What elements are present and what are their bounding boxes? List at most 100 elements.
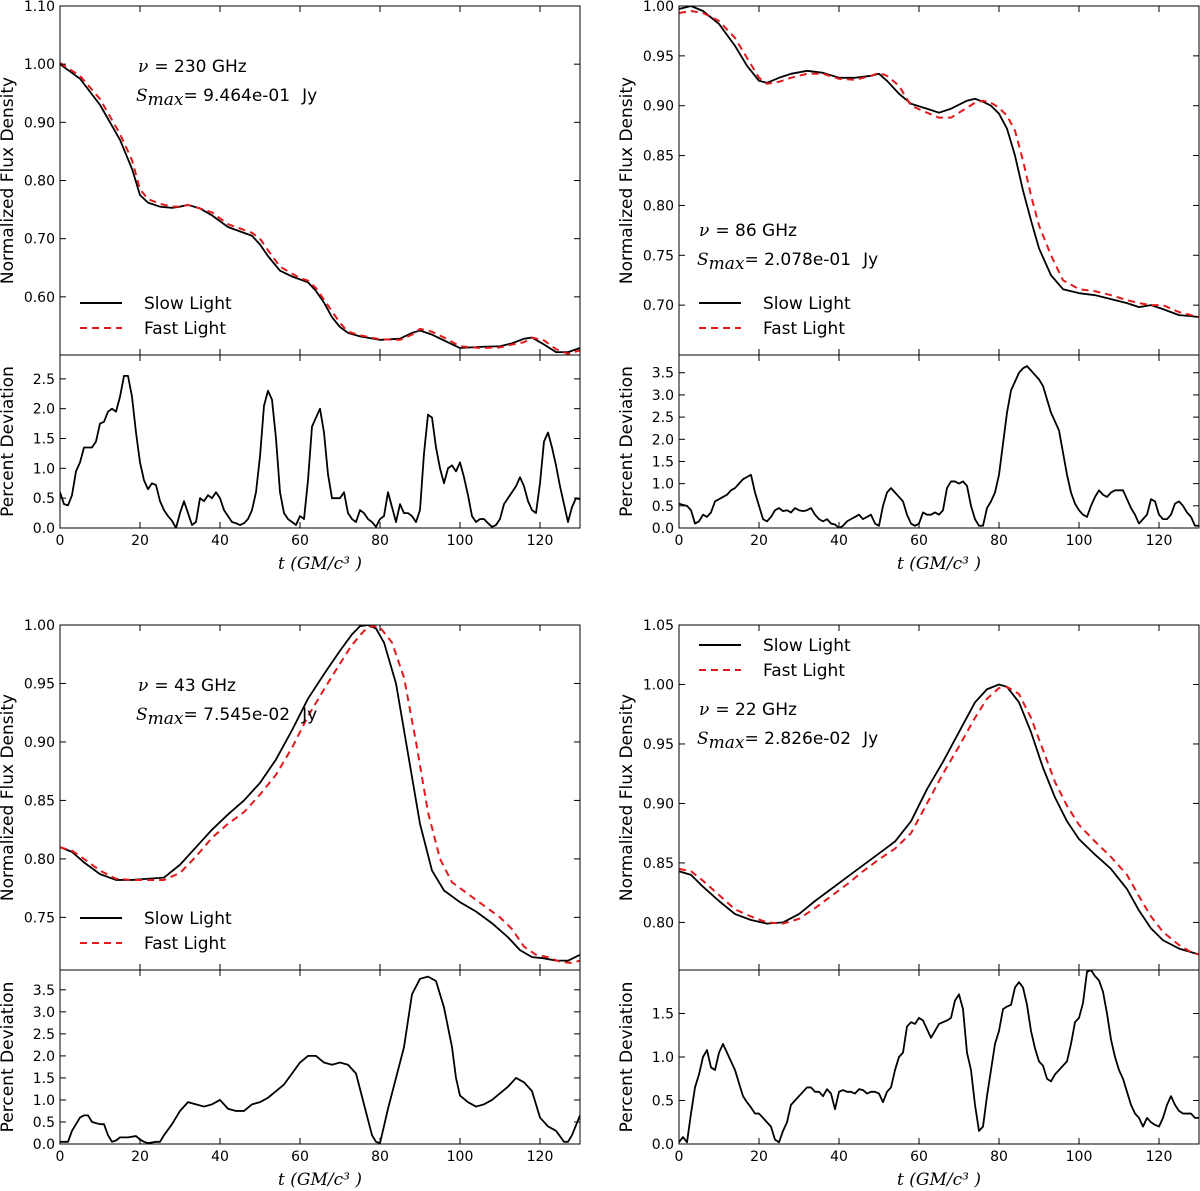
y-tick-label: 1.05 xyxy=(643,618,674,634)
legend-label: Slow Light xyxy=(144,909,232,929)
legend-label: Fast Light xyxy=(144,319,226,339)
x-tick-label: 120 xyxy=(527,1149,554,1165)
y-tick-label: 0.85 xyxy=(643,856,674,872)
smax-line: Smax= 9.464e-01 Jy xyxy=(136,86,317,110)
y-tick-label: 3.5 xyxy=(652,366,674,382)
y-tick-label: 3.0 xyxy=(652,388,674,404)
y-tick-label: 1.0 xyxy=(652,1050,674,1066)
legend-label: Fast Light xyxy=(763,661,845,681)
y-tick-label: 2.5 xyxy=(33,372,55,388)
deviation-ylabel: Percent Deviation xyxy=(617,366,637,517)
legend: Slow Light Fast Light xyxy=(80,909,232,954)
series-fast-light xyxy=(679,9,1199,319)
y-tick-label: 2.5 xyxy=(33,1027,55,1043)
x-tick-label: 120 xyxy=(527,533,554,549)
x-axis-label: t (GM/c³ ) xyxy=(897,554,981,574)
series-slow-light xyxy=(679,6,1199,319)
y-tick-label: 1.00 xyxy=(643,0,674,15)
frequency-annotation: ν = 22 GHz Smax= 2.826e-02 Jy xyxy=(697,700,878,753)
flux-frame xyxy=(678,624,1200,971)
deviation-frame xyxy=(678,969,1200,1145)
x-tick-label: 20 xyxy=(750,1149,768,1165)
panel-bottom-right: 1.05 1.0 0 0.95 0.90 0.85 0.80 Normalized Flux … xyxy=(617,618,1200,1190)
y-tick-label: 1.5 xyxy=(652,454,674,470)
y-tick-label: 2.0 xyxy=(33,1049,55,1065)
y-tick-label: 0.75 xyxy=(643,248,674,264)
x-tick-label: 20 xyxy=(750,533,768,549)
x-tick-label: 40 xyxy=(830,1149,848,1165)
x-tick-label: 0 xyxy=(675,1149,684,1165)
x-tick-label: 0 xyxy=(56,533,65,549)
y-tick-label: 2.0 xyxy=(33,402,55,418)
y-tick-label: 1.0 xyxy=(652,477,674,493)
x-tick-label: 120 xyxy=(1146,1149,1173,1165)
legend-label: Slow Light xyxy=(144,294,232,314)
y-tick-label: 0.80 xyxy=(643,915,674,931)
deviation-axes: 1.5 1.0 0.5 0.00 20 40 60 80 100 120 Percent Devia… xyxy=(617,969,1200,1165)
deviation-ylabel: Percent Deviation xyxy=(0,982,18,1133)
series-slow-light xyxy=(60,63,580,353)
smax-line: Smax= 7.545e-02 Jy xyxy=(136,705,317,729)
y-tick-label: 0.80 xyxy=(24,174,55,190)
x-tick-label: 60 xyxy=(291,533,309,549)
x-tick-label: 100 xyxy=(447,533,474,549)
y-tick-label: 0.95 xyxy=(643,737,674,753)
x-tick-label: 120 xyxy=(1146,533,1173,549)
series-percent-deviation xyxy=(679,970,1199,1144)
y-tick-label: 1.0 xyxy=(33,461,55,477)
smax-line: Smax= 2.078e-01 Jy xyxy=(697,250,878,274)
x-tick-label: 60 xyxy=(910,533,928,549)
y-tick-label: 0.70 xyxy=(24,232,55,248)
y-tick-label: 1.00 xyxy=(24,618,55,634)
flux-frame xyxy=(678,5,1200,356)
y-tick-label: 2.5 xyxy=(652,410,674,426)
y-tick-label: 1.10 xyxy=(24,0,55,15)
flux-ylabel: Normalized Flux Density xyxy=(0,694,18,901)
y-tick-label: 3.0 xyxy=(33,1005,55,1021)
y-tick-label: 0.5 xyxy=(652,1094,674,1110)
y-tick-label: 2.0 xyxy=(652,432,674,448)
x-tick-label: 40 xyxy=(211,533,229,549)
frequency-annotation: ν = 43 GHz Smax= 7.545e-02 Jy xyxy=(136,676,317,729)
series-percent-deviation xyxy=(60,374,580,528)
deviation-frame xyxy=(59,354,581,529)
series-percent-deviation xyxy=(679,365,1199,528)
x-tick-label: 20 xyxy=(131,1149,149,1165)
y-tick-label: 1.5 xyxy=(33,1071,55,1087)
frequency-annotation: ν = 86 GHz Smax= 2.078e-01 Jy xyxy=(697,221,878,274)
flux-axes: 1.10 1.00 0.90 0.80 0.70 0.60 Normalized Flux … xyxy=(0,0,581,356)
frequency-annotation: ν = 230 GHz Smax= 9.464e-01 Jy xyxy=(136,57,317,110)
x-tick-label: 20 xyxy=(131,533,149,549)
flux-ylabel: Normalized Flux Density xyxy=(617,77,637,284)
deviation-axes: 2.5 2.0 1.5 1.0 0.5 0.00 20 40 60 80 100 120 Percent… xyxy=(0,354,581,549)
y-tick-label: 0.5 xyxy=(33,1115,55,1131)
y-tick-label: 1.0 xyxy=(33,1093,55,1109)
nu-line: ν = 86 GHz xyxy=(699,221,797,241)
y-tick-label: 1.00 xyxy=(24,57,55,73)
y-tick-label: 0.5 xyxy=(652,499,674,515)
x-axis-label: t (GM/c³ ) xyxy=(278,554,362,574)
x-tick-label: 80 xyxy=(371,1149,389,1165)
y-tick-label: 0.60 xyxy=(24,290,55,306)
y-tick-label: 0.75 xyxy=(24,910,55,926)
y-tick-label: 0.90 xyxy=(24,735,55,751)
flux-ylabel: Normalized Flux Density xyxy=(617,694,637,901)
x-tick-label: 60 xyxy=(291,1149,309,1165)
y-tick-label: 0.90 xyxy=(643,796,674,812)
y-tick-label: 0.95 xyxy=(24,676,55,692)
x-tick-label: 0 xyxy=(675,533,684,549)
y-tick-label: 0.95 xyxy=(643,49,674,65)
x-tick-label: 100 xyxy=(1066,533,1093,549)
x-tick-label: 40 xyxy=(211,1149,229,1165)
legend: Slow Light Fast Light xyxy=(80,294,232,339)
x-tick-label: 60 xyxy=(910,1149,928,1165)
series-fast-light xyxy=(60,625,580,964)
y-tick-label: 0.0 xyxy=(652,521,674,537)
legend-label: Fast Light xyxy=(763,319,845,339)
series-percent-deviation xyxy=(60,975,580,1144)
y-tick-label: 0.85 xyxy=(24,793,55,809)
y-tick-label: 0.5 xyxy=(33,491,55,507)
